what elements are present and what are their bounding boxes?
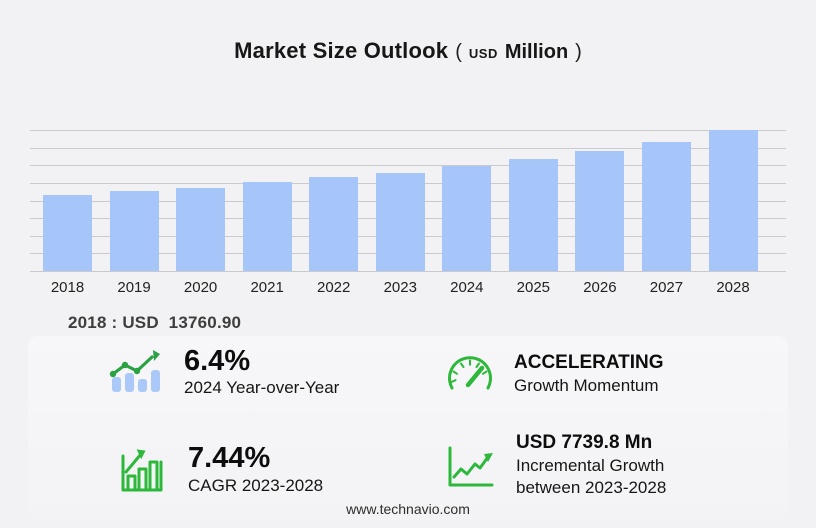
title-currency-unit: USD <box>468 46 498 61</box>
gridline <box>30 130 786 131</box>
bar-2025 <box>508 158 558 271</box>
x-axis-label-2019: 2019 <box>117 279 151 296</box>
cagr-value: 7.44% <box>188 442 271 475</box>
x-axis-label-2025: 2025 <box>516 279 551 296</box>
incremental-value: USD 7739.8 Mn <box>516 432 653 453</box>
x-axis-label-2027: 2027 <box>649 279 684 296</box>
line-chart-icon <box>444 440 496 490</box>
bar-2018 <box>43 195 92 271</box>
first-year-value-label: 2018 : USD 13760.90 <box>68 313 242 332</box>
bar-2022 <box>309 177 359 271</box>
momentum-value: ACCELERATING <box>514 352 664 373</box>
bar-2019 <box>109 191 159 271</box>
x-axis-label-2026: 2026 <box>583 279 617 296</box>
x-axis-label-2023: 2023 <box>383 279 417 296</box>
yoy-value: 6.4% <box>184 345 251 377</box>
bar-2021 <box>242 182 292 271</box>
plot-area <box>30 130 786 272</box>
x-axis-label-2018: 2018 <box>50 279 85 296</box>
bar-2020 <box>176 188 226 271</box>
x-axis-label-2021: 2021 <box>250 279 284 296</box>
bar-2023 <box>375 172 425 271</box>
x-axis-label-2024: 2024 <box>450 279 484 296</box>
momentum-label: Growth Momentum <box>514 375 659 395</box>
stat-yoy: 6.4% 2024 Year-over-Year <box>106 345 340 399</box>
stat-incremental: USD 7739.8 Mn Incremental Growth between… <box>444 432 666 498</box>
bar-2028 <box>708 130 758 271</box>
growth-bars-icon <box>114 442 170 498</box>
title-close-paren: ) <box>575 41 582 63</box>
title-scale-unit: Million <box>504 41 569 63</box>
incremental-label-line1: Incremental Growth <box>516 455 665 475</box>
incremental-label-line2: between 2023-2028 <box>516 477 667 497</box>
gridline <box>30 271 786 272</box>
bar-chart: 2018 2019 2020 2021 2022 2023 2024 2025 2026 2027… <box>30 130 786 300</box>
stat-momentum: ACCELERATING Growth Momentum <box>444 352 664 397</box>
gridline <box>30 147 786 149</box>
cagr-label: CAGR 2023-2028 <box>188 475 324 495</box>
x-axis-label-2022: 2022 <box>317 279 351 296</box>
stat-cagr: 7.44% CAGR 2023-2028 <box>114 442 323 498</box>
title-open-paren: ( <box>455 41 462 63</box>
title-text: Market Size Outlook <box>234 38 449 63</box>
x-axis-label-2020: 2020 <box>183 279 218 296</box>
page-title: Market Size Outlook ( USD Million ) <box>0 38 816 64</box>
bar-2026 <box>575 151 625 271</box>
bar-chart-trend-icon <box>106 348 166 398</box>
speedometer-icon <box>444 352 496 396</box>
gridline <box>30 165 786 167</box>
x-axis-label-2028: 2028 <box>716 279 750 296</box>
yoy-label: 2024 Year-over-Year <box>184 378 340 398</box>
bar-2027 <box>641 141 691 271</box>
website-link: www.technavio.com <box>346 501 470 517</box>
bar-2024 <box>442 166 492 271</box>
